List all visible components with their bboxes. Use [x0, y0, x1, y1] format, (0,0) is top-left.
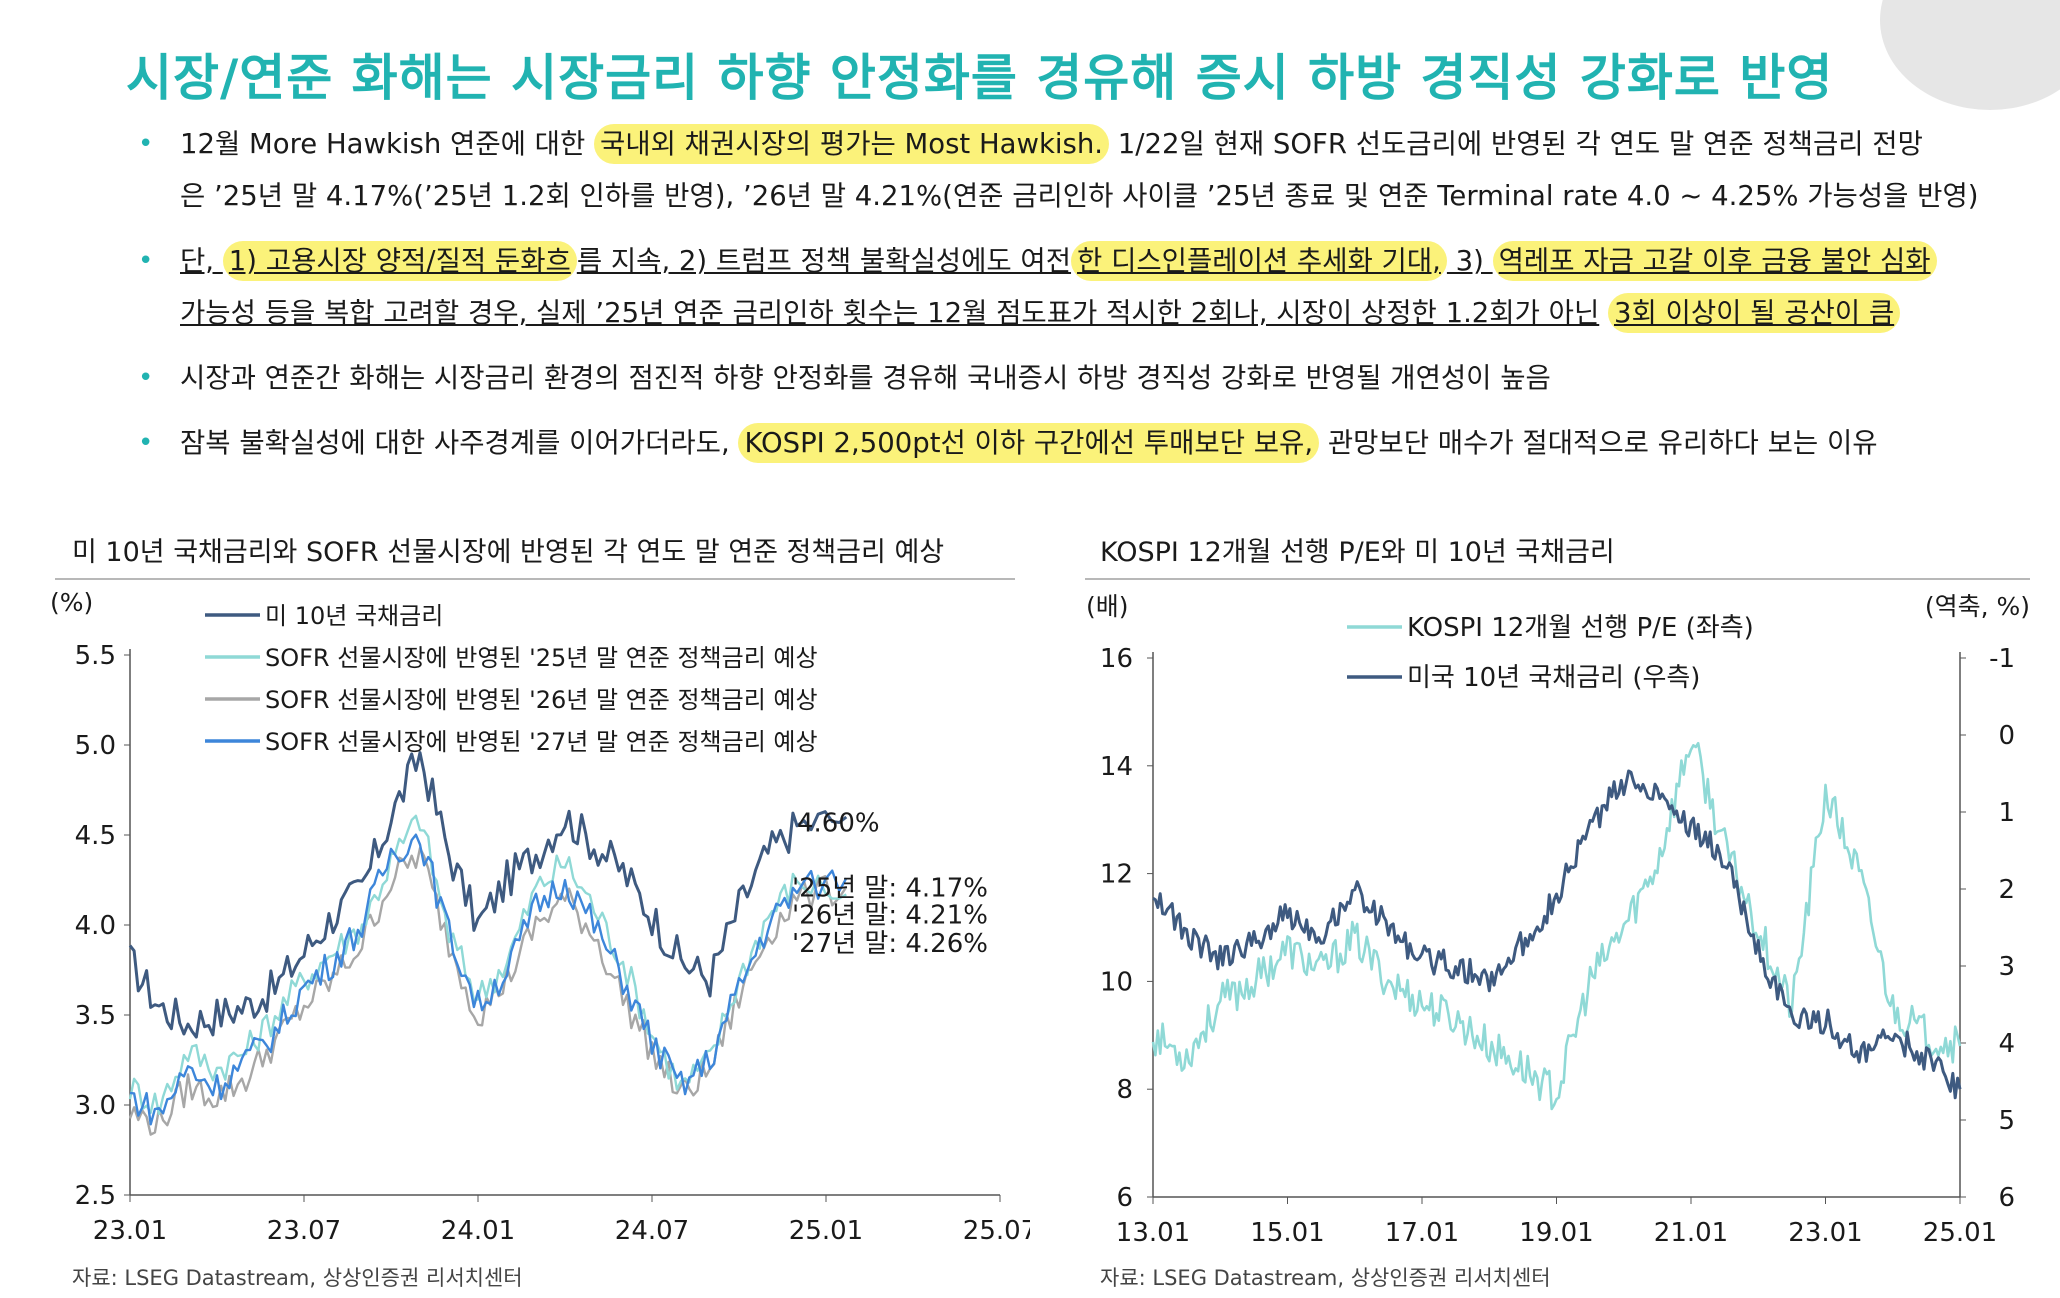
y-tick-label: 3.0 — [75, 1091, 116, 1121]
series-line — [129, 833, 848, 1126]
bullet-list: 12월 More Hawkish 연준에 대한 국내외 채권시장의 평가는 Mo… — [138, 118, 2038, 482]
y-tick-label-right: 1 — [1998, 798, 2015, 828]
highlight-text: 국내외 채권시장의 평가는 Most Hawkish. — [594, 124, 1110, 164]
x-tick-label: 13.01 — [1116, 1218, 1190, 1248]
y-tick-label-left: 12 — [1100, 860, 1133, 890]
bullet-text: 단, — [180, 245, 223, 277]
y-tick-label-right: 5 — [1998, 1106, 2015, 1136]
series-line — [128, 814, 847, 1116]
annotation-label: '27년 말: 4.26% — [792, 929, 988, 959]
x-tick-label: 23.07 — [267, 1216, 341, 1246]
x-tick-label: 17.01 — [1385, 1218, 1459, 1248]
legend-label: SOFR 선물시장에 반영된 '27년 말 연준 정책금리 예상 — [265, 728, 818, 756]
y-tick-label: 5.0 — [75, 731, 116, 761]
annotation-label: 4.60% — [797, 808, 880, 838]
series-line-treasury — [1152, 769, 1962, 1100]
x-tick-label: 24.01 — [441, 1216, 515, 1246]
legend-label: KOSPI 12개월 선행 P/E (좌측) — [1407, 613, 1754, 643]
left-chart-source: 자료: LSEG Datastream, 상상인증권 리서치센터 — [72, 1266, 523, 1290]
bullet-item: 시장과 연준간 화해는 시장금리 환경의 점진적 하향 안정화를 경유해 국내증… — [138, 352, 2038, 404]
y-tick-label-right: 3 — [1998, 952, 2015, 982]
y-tick-label-left: 10 — [1100, 967, 1133, 997]
highlight-text: 역레포 자금 고갈 이후 금융 불안 심화 — [1492, 241, 1937, 281]
x-tick-label: 23.01 — [93, 1216, 167, 1246]
series-line — [128, 751, 848, 1039]
y-tick-label: 4.0 — [75, 911, 116, 941]
y-tick-label-left: 14 — [1100, 752, 1133, 782]
y-tick-label-right: 0 — [1998, 721, 2015, 751]
bullet-text: 가능성 등을 복합 고려할 경우, 실제 ’25년 연준 금리인하 횟수는 12… — [180, 297, 1600, 329]
y-tick-label-right: -1 — [1989, 644, 2015, 674]
decorative-circle — [1880, 0, 2060, 110]
page-title: 시장/연준 화해는 시장금리 하향 안정화를 경유해 증시 하방 경직성 강화로… — [126, 49, 1834, 107]
x-tick-label: 25.01 — [1923, 1218, 1997, 1248]
x-tick-label: 23.01 — [1788, 1218, 1862, 1248]
legend-label: 미국 10년 국채금리 (우측) — [1407, 663, 1700, 693]
x-tick-label: 24.07 — [615, 1216, 689, 1246]
y-axis-label-right: (역축, %) — [1925, 592, 2030, 621]
x-tick-label: 25.01 — [789, 1216, 863, 1246]
bullet-item: 12월 More Hawkish 연준에 대한 국내외 채권시장의 평가는 Mo… — [138, 118, 2038, 222]
y-tick-label-left: 8 — [1116, 1075, 1133, 1105]
annotation-label: '25년 말: 4.17% — [792, 873, 988, 903]
bullet-text: 12월 More Hawkish 연준에 대한 — [180, 128, 595, 160]
y-tick-label-left: 16 — [1100, 644, 1133, 674]
legend-label: SOFR 선물시장에 반영된 '26년 말 연준 정책금리 예상 — [265, 686, 818, 714]
highlight-text: 3회 이상이 될 공산이 큼 — [1608, 293, 1901, 333]
right-chart-divider — [1085, 578, 2030, 580]
annotation-label: '26년 말: 4.21% — [792, 900, 988, 930]
y-tick-label: 5.5 — [75, 641, 116, 671]
x-tick-label: 15.01 — [1250, 1218, 1324, 1248]
x-tick-label: 21.01 — [1654, 1218, 1728, 1248]
y-axis-label-left: (배) — [1086, 592, 1129, 621]
bullet-text: 관망보단 매수가 절대적으로 유리하다 보는 이유 — [1319, 427, 1878, 459]
series-line-pe — [1151, 741, 1962, 1111]
left-chart-divider — [55, 578, 1015, 580]
bullet-text: 잠복 불확실성에 대한 사주경계를 이어가더라도, — [180, 427, 739, 459]
x-tick-label: 19.01 — [1519, 1218, 1593, 1248]
y-tick-label: 2.5 — [75, 1181, 116, 1211]
left-chart-title: 미 10년 국채금리와 SOFR 선물시장에 반영된 각 연도 말 연준 정책금… — [72, 537, 945, 568]
bullet-text: 3) — [1446, 245, 1493, 277]
bullet-item: 잠복 불확실성에 대한 사주경계를 이어가더라도, KOSPI 2,500pt선… — [138, 417, 2038, 469]
y-tick-label-right: 4 — [1998, 1029, 2015, 1059]
highlight-text: KOSPI 2,500pt선 이하 구간에선 투매보단 보유, — [738, 423, 1320, 463]
y-tick-label: 4.5 — [75, 821, 116, 851]
highlight-text: 1) 고용시장 양적/질적 둔화흐 — [222, 241, 577, 281]
y-tick-label: 3.5 — [75, 1001, 116, 1031]
bullet-text: 1/22일 현재 SOFR 선도금리에 반영된 각 연도 말 연준 정책금리 전… — [1109, 128, 1923, 160]
x-tick-label: 25.07 — [963, 1216, 1030, 1246]
highlight-text: 한 디스인플레이션 추세화 기대, — [1071, 241, 1447, 281]
bullet-text: 은 ’25년 말 4.17%(’25년 1.2회 인하를 반영), ’26년 말… — [180, 180, 1979, 212]
right-chart-title: KOSPI 12개월 선행 P/E와 미 10년 국채금리 — [1100, 537, 1615, 568]
y-axis-label: (%) — [50, 588, 93, 617]
bullet-text: 름 지속, 2) 트럼프 정책 불확실성에도 여전 — [576, 245, 1072, 277]
y-tick-label-left: 6 — [1116, 1183, 1133, 1213]
bullet-text: 시장과 연준간 화해는 시장금리 환경의 점진적 하향 안정화를 경유해 국내증… — [180, 362, 1551, 394]
y-tick-label-right: 2 — [1998, 875, 2015, 905]
y-tick-label-right: 6 — [1998, 1183, 2015, 1213]
left-line-chart: (%) 2.5 3.0 3.5 4.0 4.5 5.0 5.5 23.01 23.07 24.01 2… — [50, 588, 1030, 1246]
legend-label: SOFR 선물시장에 반영된 '25년 말 연준 정책금리 예상 — [265, 644, 818, 672]
legend-label: 미 10년 국채금리 — [265, 602, 443, 630]
right-chart-source: 자료: LSEG Datastream, 상상인증권 리서치센터 — [1100, 1266, 1551, 1290]
